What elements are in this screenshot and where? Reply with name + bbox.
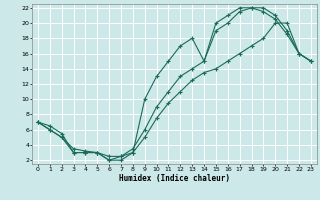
X-axis label: Humidex (Indice chaleur): Humidex (Indice chaleur)	[119, 174, 230, 183]
